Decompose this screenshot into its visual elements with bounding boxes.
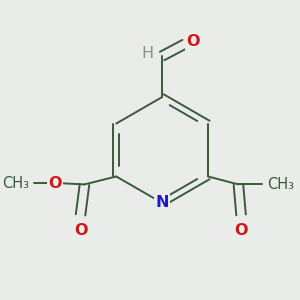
Text: O: O xyxy=(74,223,87,238)
Text: O: O xyxy=(186,34,199,49)
Text: O: O xyxy=(48,176,61,190)
Text: O: O xyxy=(234,223,248,238)
Text: N: N xyxy=(155,195,169,210)
Text: CH₃: CH₃ xyxy=(2,176,29,190)
Text: H: H xyxy=(142,46,154,61)
Text: CH₃: CH₃ xyxy=(268,177,295,192)
